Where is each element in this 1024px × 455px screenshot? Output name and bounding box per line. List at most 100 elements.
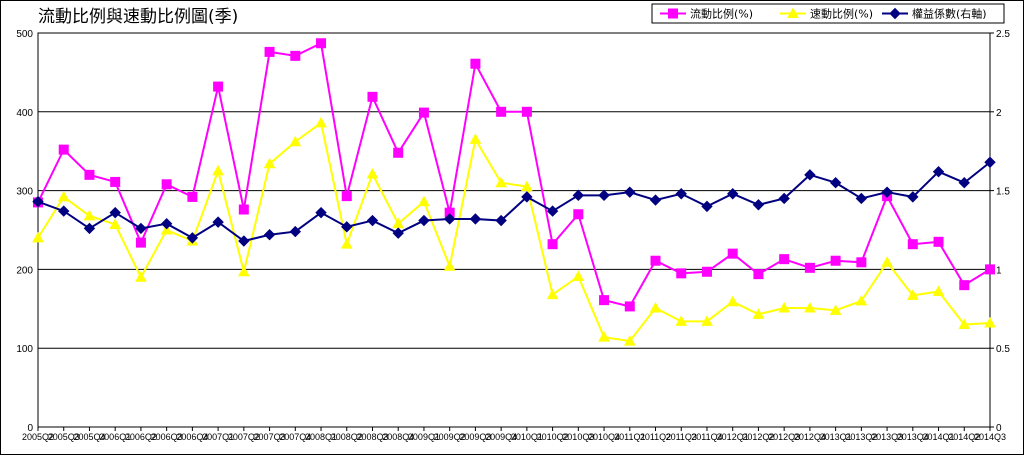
x-tick-label: 2009Q4 — [485, 432, 517, 442]
series-2-point — [675, 315, 688, 326]
x-tick-label: 2006Q4 — [176, 432, 208, 442]
legend-marker-1 — [668, 8, 678, 19]
series-1-point — [830, 255, 841, 266]
series-3-point — [418, 214, 430, 227]
series-1-point — [753, 269, 764, 280]
series-2-point — [881, 256, 893, 267]
x-tick-label: 2011Q1 — [614, 432, 645, 442]
series-2-point — [237, 265, 250, 277]
series-1-point — [393, 147, 404, 158]
x-tick-label: 2014Q3 — [974, 432, 1006, 442]
series-2-point — [135, 271, 147, 282]
x-tick-label: 2007Q1 — [202, 432, 234, 442]
series-1-point — [187, 191, 198, 202]
series-3-point — [649, 194, 662, 206]
legend: 流動比例(%) 速動比例(%) 權益係數(右軸) — [651, 3, 1005, 24]
series-3-point — [341, 221, 353, 233]
series-2-point — [752, 308, 765, 319]
series-1-point — [573, 209, 584, 220]
x-tick-label: 2014Q2 — [948, 432, 980, 442]
series-1-point — [418, 107, 429, 118]
series-3-point — [443, 213, 456, 225]
y-left-tick-label: 0 — [27, 423, 33, 434]
series-2-point — [495, 176, 507, 188]
series-3-point — [315, 206, 327, 219]
series-2-point — [443, 260, 456, 271]
legend-label-1: 流動比例(%) — [690, 7, 753, 21]
series-2-point — [906, 289, 919, 300]
series-3-point — [160, 217, 173, 230]
series-2-point — [598, 331, 610, 342]
series-1-point — [650, 255, 661, 266]
series-2-point — [649, 301, 662, 313]
series-3-point — [521, 191, 533, 203]
series-2-point — [521, 180, 533, 192]
series-3-point — [186, 232, 199, 244]
series-1-point — [290, 50, 301, 61]
series-2-point — [83, 209, 96, 221]
series-1-point — [779, 254, 790, 265]
series-1-point — [521, 106, 532, 117]
series-1-point — [701, 266, 712, 277]
y-right-tick-label: 1 — [996, 265, 1002, 276]
series-1-point — [933, 236, 944, 247]
series-3-point — [701, 200, 713, 213]
series-1-point — [727, 248, 738, 259]
x-tick-label: 2013Q2 — [845, 432, 877, 442]
series-2-point — [932, 285, 945, 296]
series-2-point — [160, 223, 173, 235]
series-2-point — [804, 301, 816, 313]
x-tick-label: 2012Q3 — [768, 432, 800, 442]
x-tick-label: 2008Q2 — [331, 432, 363, 442]
x-tick-label: 2009Q1 — [408, 432, 440, 442]
x-tick-label: 2005Q3 — [48, 432, 80, 442]
x-tick-label: 2010Q3 — [562, 432, 594, 442]
series-1-point — [316, 38, 327, 49]
series-2-point — [726, 295, 739, 307]
series-1-point — [547, 239, 558, 250]
series-3-point — [804, 169, 816, 181]
x-tick-label: 2010Q2 — [537, 432, 569, 442]
series-2-point — [855, 294, 868, 306]
legend-marker-2 — [787, 7, 799, 18]
series-3-point — [83, 222, 96, 235]
x-tick-label: 2012Q4 — [794, 432, 826, 442]
series-1-point — [599, 295, 610, 306]
x-tick-label: 2009Q3 — [459, 432, 491, 442]
series-3-point — [135, 222, 147, 235]
series-3-point — [546, 205, 559, 217]
series-1-point — [341, 191, 352, 202]
y-left-tick-label: 200 — [16, 265, 33, 276]
series-3-point — [598, 189, 610, 202]
y-left-tick-label: 100 — [16, 344, 33, 355]
x-tick-label: 2011Q3 — [666, 432, 697, 442]
series-1-point — [856, 257, 867, 268]
series-3-point — [752, 199, 765, 211]
series-3-point — [932, 165, 945, 178]
x-tick-label: 2007Q4 — [279, 432, 311, 442]
series-1-point — [213, 81, 224, 92]
series-3-point — [624, 186, 636, 198]
series-1-point — [496, 106, 507, 117]
plot-border — [37, 32, 991, 428]
series-2-point — [623, 335, 636, 346]
series-3-point — [572, 189, 585, 202]
y-left-tick-label: 300 — [16, 187, 33, 198]
series-2-point — [263, 157, 276, 169]
series-3-point — [881, 186, 893, 198]
x-tick-label: 2011Q4 — [691, 432, 722, 442]
series-2-point — [572, 270, 585, 281]
plot-area: 0 100 200 300 400 500 0 0.5 1 1.5 2 2.5 2005Q22005Q3… — [16, 29, 1010, 442]
y-right-tick-label: 1.5 — [996, 187, 1010, 198]
series-3-point — [907, 191, 919, 203]
series-3-point — [778, 192, 790, 205]
series-1-point — [135, 237, 146, 248]
series-2-point — [57, 190, 70, 202]
legend-marker-3 — [889, 7, 901, 20]
legend-box — [651, 3, 1005, 24]
chart-title: 流動比例與速動比例圖(季) — [38, 7, 238, 27]
series-3-point — [263, 229, 276, 241]
series-1-point — [264, 46, 275, 57]
x-tick-label: 2012Q2 — [742, 432, 774, 442]
